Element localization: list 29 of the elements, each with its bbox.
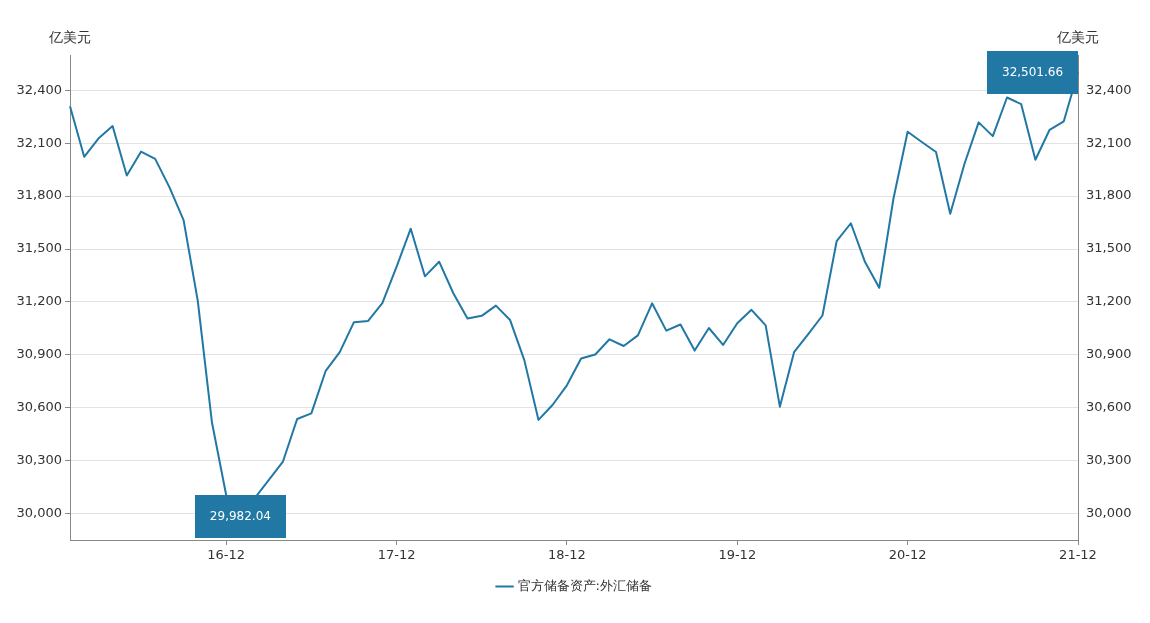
- y-tick-label: 30,600: [16, 399, 62, 415]
- y-tick-label: 31,200: [16, 293, 62, 309]
- y-tick-label: 31,500: [16, 240, 62, 256]
- y-tick-label: 32,400: [16, 81, 62, 97]
- label-box: 29,982.04: [194, 495, 286, 539]
- y-tick-label: 30,000: [16, 504, 62, 520]
- y-tick-label: 32,100: [16, 134, 62, 150]
- x-tick-label: 16-12: [207, 547, 246, 563]
- label-box: 32,501.66: [987, 50, 1079, 94]
- y-tick-label: 30,300: [16, 452, 62, 468]
- legend-label: 官方储备资产:外汇储备: [517, 577, 652, 593]
- y2-tick-label: 31,200: [1086, 293, 1132, 309]
- y2-tick-label: 32,400: [1086, 81, 1132, 97]
- y-axis-title: 亿美元: [48, 28, 91, 45]
- y2-tick-label: 30,600: [1086, 399, 1132, 415]
- x-tick-label: 20-12: [888, 547, 927, 563]
- y2-tick-label: 32,100: [1086, 134, 1132, 150]
- x-tick-label: 19-12: [718, 547, 757, 563]
- y2-tick-label: 30,300: [1086, 452, 1132, 468]
- y2-tick-label: 30,000: [1086, 504, 1132, 520]
- y-tick-label: 30,900: [16, 346, 62, 362]
- y2-tick-label: 31,800: [1086, 187, 1132, 203]
- x-tick-label: 18-12: [548, 547, 586, 563]
- x-tick-label: 21-12: [1059, 547, 1097, 563]
- x-tick-label: 17-12: [377, 547, 416, 563]
- y-tick-label: 31,800: [16, 187, 62, 203]
- y2-axis-title: 亿美元: [1056, 28, 1099, 45]
- y2-tick-label: 30,900: [1086, 346, 1132, 362]
- y2-tick-label: 31,500: [1086, 240, 1132, 256]
